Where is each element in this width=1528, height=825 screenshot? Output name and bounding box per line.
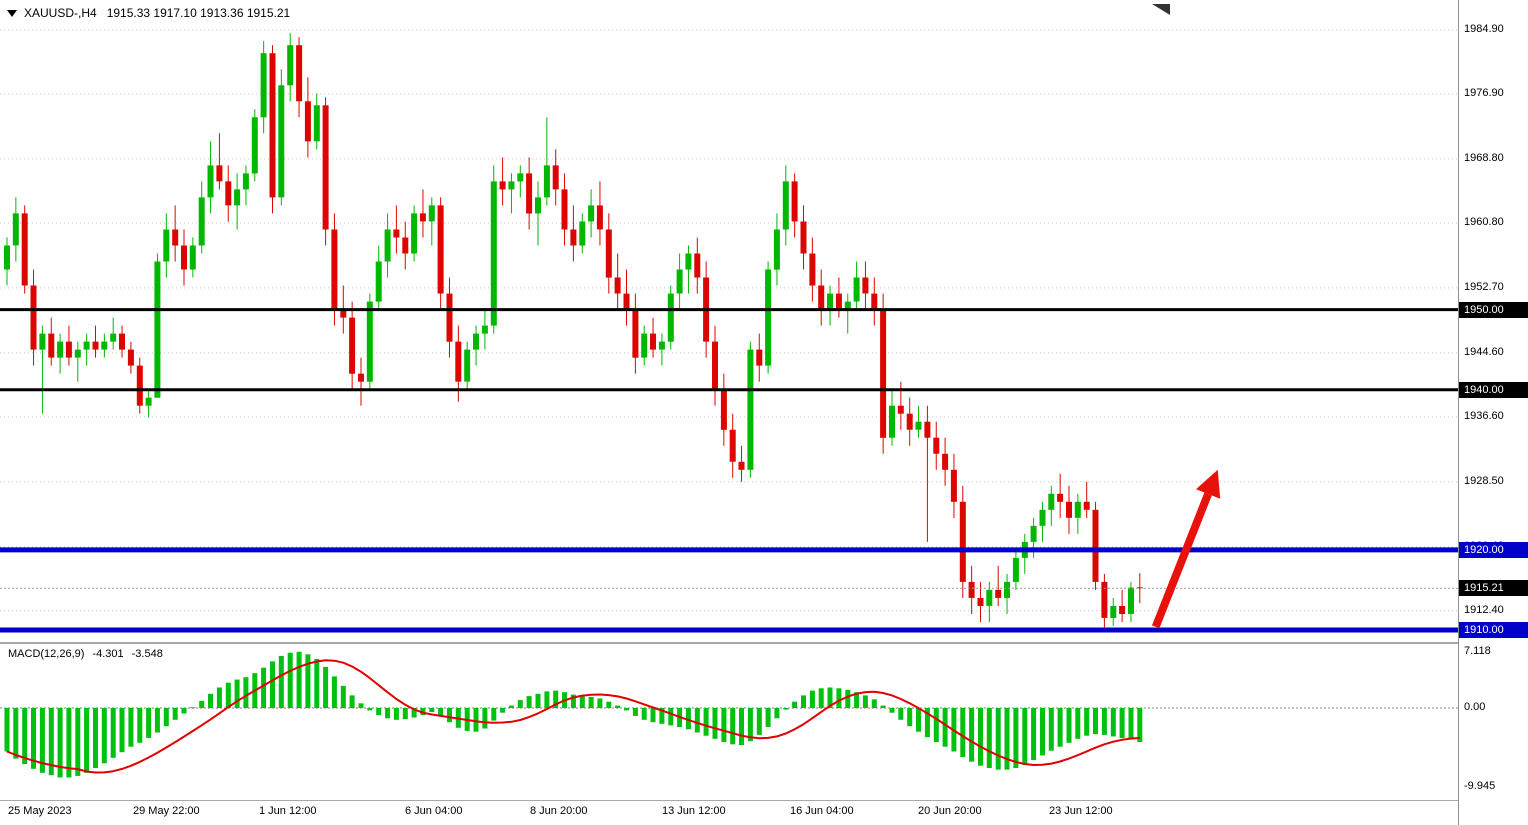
macd-signal-line (6, 659, 1140, 774)
price-axis-label: 1944.60 (1464, 345, 1504, 358)
price-axis-label: 1960.80 (1464, 216, 1504, 229)
price-axis-label: 1912.40 (1464, 603, 1504, 616)
price-axis[interactable]: 1984.90 1976.90 1968.80 1960.80 1952.70 1944.… (1458, 0, 1528, 825)
time-axis-label: 25 May 2023 (8, 805, 72, 817)
macd-axis-label: 7.118 (1464, 644, 1491, 657)
time-axis-label: 16 Jun 04:00 (790, 805, 854, 817)
chart-symbol-timeframe: XAUUSD-,H4 (24, 6, 97, 20)
time-axis-label: 8 Jun 20:00 (530, 805, 588, 817)
trend-arrow[interactable] (1151, 469, 1221, 629)
price-axis-label: 1968.80 (1464, 151, 1504, 164)
time-axis-label: 29 May 22:00 (133, 805, 200, 817)
chart-title: XAUUSD-,H4 1915.33 1917.10 1913.36 1915.… (7, 6, 300, 20)
time-axis-label: 1 Jun 12:00 (259, 805, 317, 817)
time-axis-label: 20 Jun 20:00 (918, 805, 982, 817)
price-level-badge: 1920.00 (1459, 541, 1528, 558)
time-axis-label: 13 Jun 12:00 (662, 805, 726, 817)
price-chart-canvas[interactable] (0, 0, 1458, 642)
time-axis-label: 23 Jun 12:00 (1049, 805, 1113, 817)
macd-indicator-label: MACD(12,26,9) -4.301 -3.548 (8, 648, 163, 660)
time-axis[interactable]: 25 May 2023 29 May 22:00 1 Jun 12:00 6 Jun … (0, 801, 1458, 825)
panel-separator[interactable] (0, 642, 1458, 644)
macd-indicator-canvas[interactable] (0, 644, 1458, 800)
chart-shift-marker-icon[interactable] (1152, 4, 1170, 15)
candles-layer (4, 33, 1143, 628)
time-axis-label: 6 Jun 04:00 (405, 805, 463, 817)
price-level-badge: 1910.00 (1459, 622, 1528, 638)
price-axis-label: 1976.90 (1464, 87, 1504, 100)
chart-ohlc-values: 1915.33 1917.10 1913.36 1915.21 (106, 6, 291, 20)
price-axis-label: 1928.50 (1464, 474, 1504, 487)
time-axis-separator (0, 800, 1458, 801)
macd-signal-value: -3.548 (131, 648, 163, 660)
price-level-badge: 1940.00 (1459, 381, 1528, 398)
macd-axis-label: 0.00 (1464, 701, 1486, 713)
macd-main-value: -4.301 (92, 648, 124, 660)
price-level-badge: 1950.00 (1459, 301, 1528, 318)
symbol-dropdown-icon (7, 9, 17, 17)
price-gridlines (0, 29, 1458, 612)
price-axis-label: 1936.60 (1464, 409, 1504, 422)
macd-axis-label: -9.945 (1464, 779, 1496, 792)
price-axis-label: 1984.90 (1464, 23, 1504, 35)
support-resistance-lines[interactable] (0, 308, 1458, 633)
macd-name: MACD(12,26,9) (8, 648, 85, 660)
price-axis-label: 1952.70 (1464, 280, 1504, 293)
price-level-badge: 1915.21 (1459, 580, 1528, 597)
macd-histogram (4, 651, 1143, 778)
